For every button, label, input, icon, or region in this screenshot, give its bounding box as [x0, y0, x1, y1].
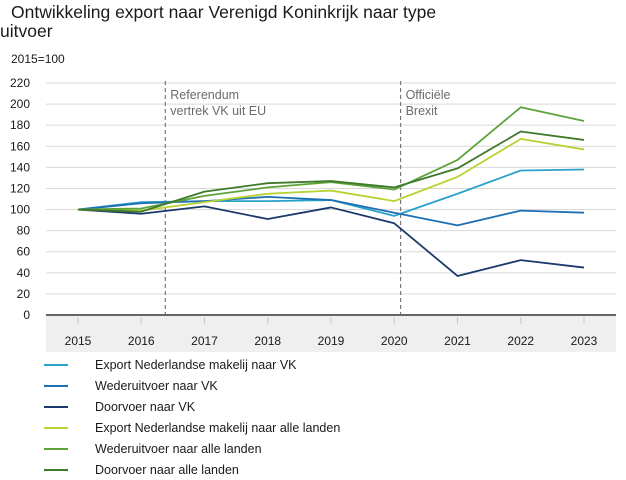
legend-item: Doorvoer naar alle landen [44, 459, 340, 480]
legend: Export Nederlandse makelij naar VK Wederu… [44, 354, 340, 480]
x-tick-label: 2018 [254, 334, 281, 348]
y-tick-label: 100 [10, 203, 30, 217]
annotation-label: Officiële [406, 88, 451, 102]
legend-item: Wederuitvoer naar VK [44, 375, 340, 396]
y-tick-label: 40 [17, 266, 31, 280]
y-tick-label: 20 [17, 287, 31, 301]
y-tick-label: 120 [10, 181, 30, 195]
legend-swatch [44, 426, 68, 429]
legend-item: Export Nederlandse makelij naar VK [44, 354, 340, 375]
legend-item: Wederuitvoer naar alle landen [44, 438, 340, 459]
y-tick-label: 0 [23, 308, 30, 322]
y-tick-label: 200 [10, 97, 30, 111]
legend-label: Doorvoer naar VK [95, 399, 196, 414]
legend-item: Export Nederlandse makelij naar alle lan… [44, 417, 340, 438]
legend-label: Export Nederlandse makelij naar VK [95, 357, 297, 372]
x-tick-label: 2016 [128, 334, 155, 348]
y-tick-label: 220 [10, 76, 30, 90]
series-line-4 [77, 137, 585, 212]
series-line-2 [77, 195, 585, 227]
legend-swatch [44, 447, 68, 450]
y-tick-label: 140 [10, 160, 30, 174]
x-tick-label: 2017 [191, 334, 218, 348]
x-tick-label: 2021 [444, 334, 471, 348]
legend-label: Export Nederlandse makelij naar alle lan… [95, 420, 341, 435]
x-tick-label: 2020 [381, 334, 408, 348]
series-line-5 [77, 106, 585, 211]
annotation-label: vertrek VK uit EU [170, 104, 266, 118]
legend-label: Doorvoer naar alle landen [95, 462, 239, 477]
series-line-6 [77, 130, 585, 213]
chart-title-line-1: Ontwikkeling export naar Verenigd Konink… [11, 2, 437, 22]
x-tick-label: 2022 [507, 334, 534, 348]
x-tick-label: 2023 [571, 334, 598, 348]
legend-label: Wederuitvoer naar alle landen [95, 441, 262, 456]
y-tick-label: 160 [10, 139, 30, 153]
legend-swatch [44, 363, 68, 366]
y-tick-label: 180 [10, 118, 30, 132]
x-tick-label: 2015 [65, 334, 92, 348]
x-tick-label: 2019 [318, 334, 345, 348]
chart-title-line-2: uitvoer [0, 21, 53, 41]
annotation-label: Brexit [406, 104, 438, 118]
line-chart: 0 20 40 60 80 100 120 140 160 180 200 220 2015 2016 20… [10, 76, 616, 352]
legend-swatch [44, 468, 68, 471]
y-tick-label: 80 [17, 224, 31, 238]
y-tick-label: 60 [17, 245, 31, 259]
annotation-label: Referendum [170, 88, 239, 102]
legend-swatch [44, 384, 68, 387]
series-line-3 [77, 205, 585, 277]
y-axis-unit-label: 2015=100 [11, 52, 65, 66]
legend-swatch [44, 405, 68, 408]
legend-label: Wederuitvoer naar VK [95, 378, 218, 393]
legend-item: Doorvoer naar VK [44, 396, 340, 417]
